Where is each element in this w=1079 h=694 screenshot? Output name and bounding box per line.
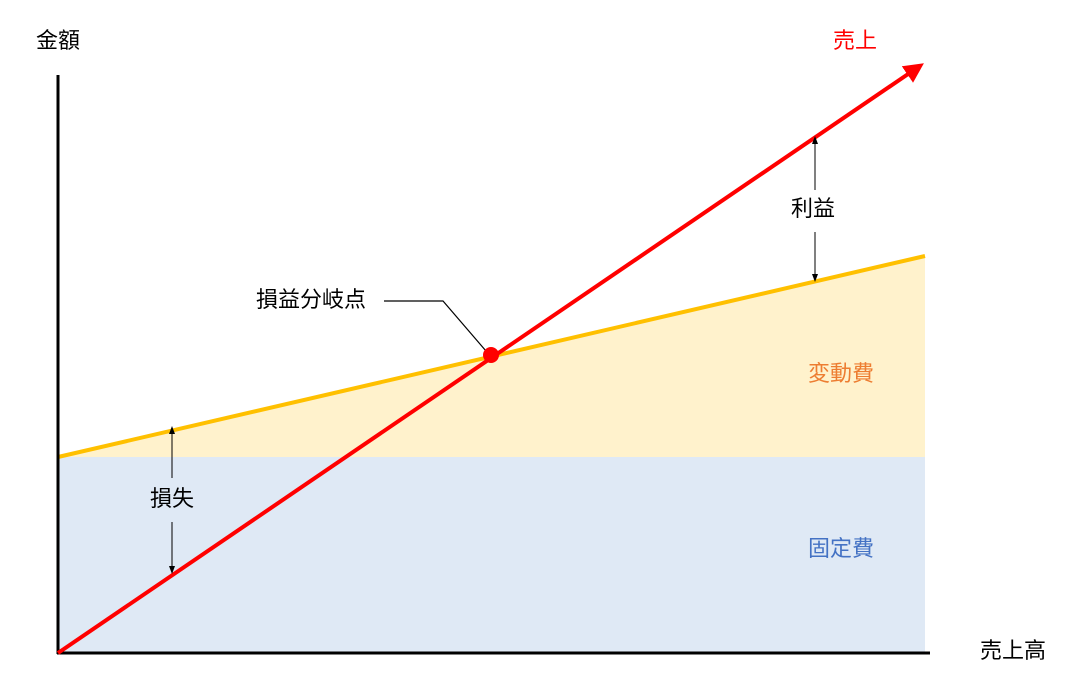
loss-label: 損失 <box>149 487 195 512</box>
break-even-point <box>483 347 499 363</box>
profit-label: 利益 <box>790 197 836 222</box>
fixed-cost-label: 固定費 <box>807 537 875 562</box>
x-axis-label: 売上高 <box>979 639 1047 664</box>
variable-cost-label: 変動費 <box>807 362 875 387</box>
sales-label: 売上 <box>832 29 878 54</box>
sales-line <box>56 63 924 655</box>
break-even-label: 損益分岐点 <box>255 288 367 313</box>
break-even-leader-line <box>384 300 487 352</box>
y-axis-label: 金額 <box>35 29 81 54</box>
